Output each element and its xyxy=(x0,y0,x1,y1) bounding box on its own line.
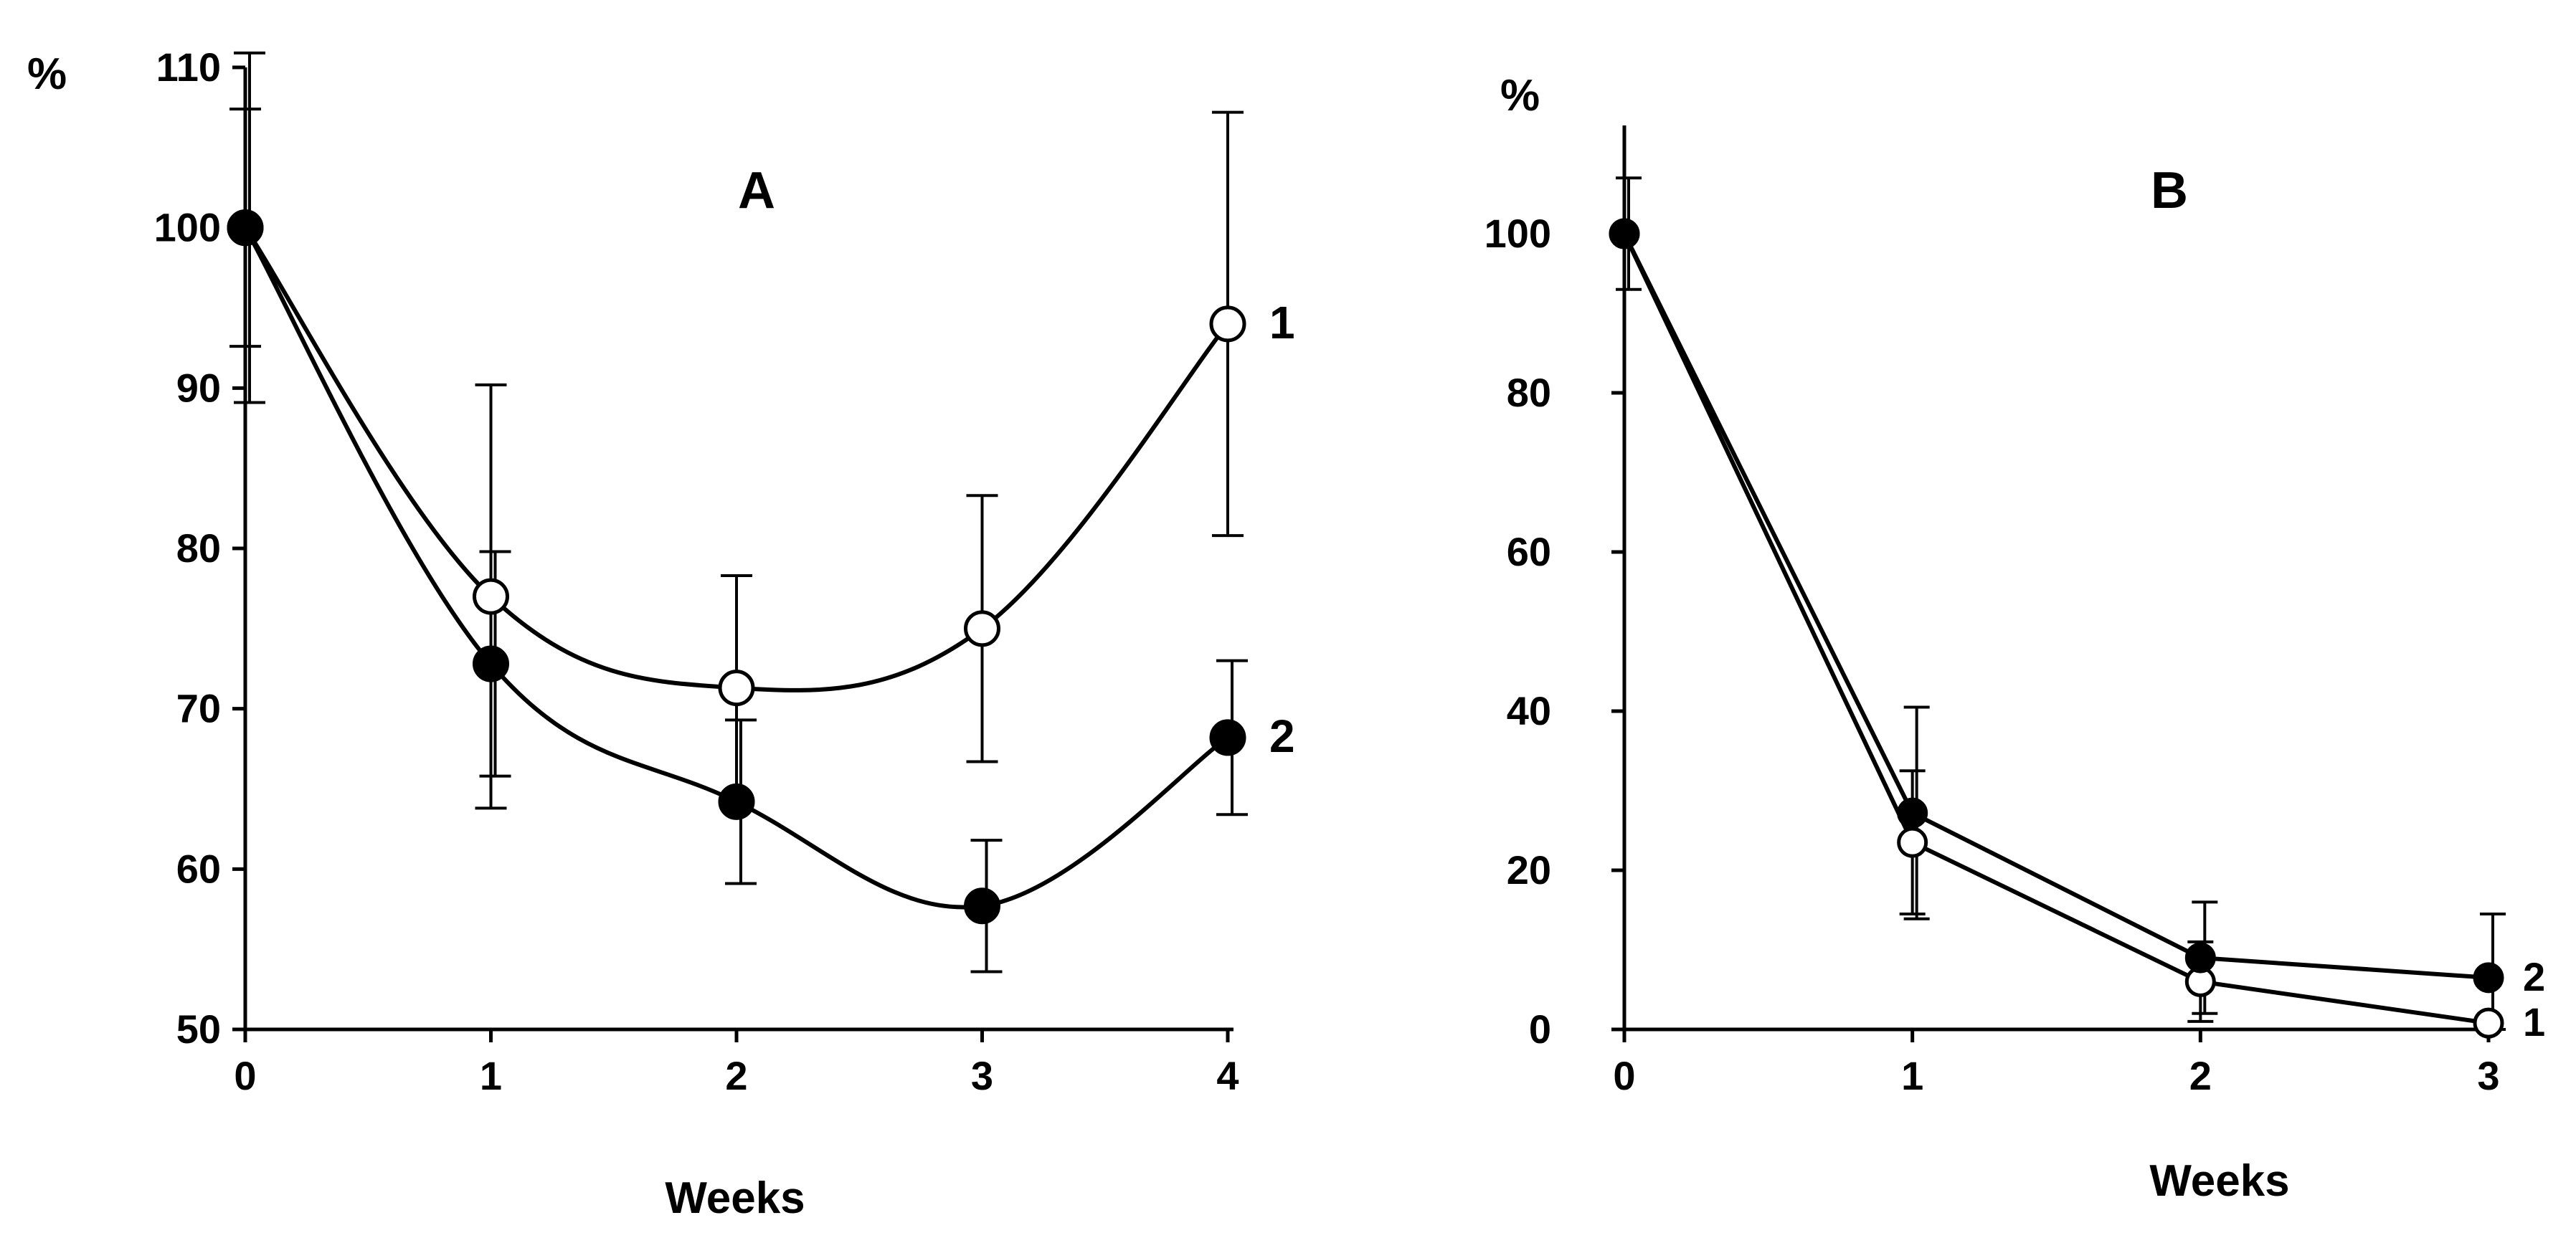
panel-a-y-tick-label: 80 xyxy=(176,525,221,571)
panel-a-x-tick-label: 1 xyxy=(480,1053,502,1098)
panel-b-series-1-point xyxy=(2473,1007,2504,1039)
panel-a-y-tick-label: 110 xyxy=(156,44,221,90)
panel-b-series-1-line xyxy=(1622,232,2489,1026)
panel-a-x-tick-label: 3 xyxy=(971,1053,993,1098)
panel-a-x-tick-label: 0 xyxy=(234,1053,256,1098)
panel-a-y-tick-label: 100 xyxy=(154,205,221,250)
panel-b-x-axis-title: Weeks xyxy=(2149,1156,2289,1206)
panel-a-y-tick-label: 70 xyxy=(176,686,221,731)
panel-b-x-tick-label: 2 xyxy=(2189,1053,2212,1098)
panel-a-letter: A xyxy=(738,162,775,219)
panel-b-series-2-point xyxy=(1609,218,1640,249)
panel-b-y-tick-label: 80 xyxy=(1507,370,1551,415)
panel-b-series-2-point xyxy=(2473,962,2504,994)
panel-b-y-tick-label: 60 xyxy=(1507,529,1551,574)
panel-a-y-tick-label: 50 xyxy=(176,1006,221,1052)
panel-a-series-2-point xyxy=(473,645,509,682)
panel-b-y-tick-label: 20 xyxy=(1507,847,1551,892)
panel-a-chart: % A Weeks 50 60 70 80 90 100 110 0 1 2 3 4 1 2 xyxy=(27,44,1295,1223)
panel-b-y-tick-label: 40 xyxy=(1507,688,1551,733)
panel-a-x-axis-title: Weeks xyxy=(665,1174,805,1223)
panel-a-series-1-point xyxy=(1209,305,1246,343)
panel-b-x-tick-label: 1 xyxy=(1901,1053,1923,1098)
panel-b-series-1-point xyxy=(1897,827,1928,858)
panel-a-x-tick-label: 4 xyxy=(1216,1053,1239,1098)
panel-b-x-tick-label: 0 xyxy=(1613,1053,1635,1098)
panel-b-series-1-label: 1 xyxy=(2523,999,2545,1044)
panel-b-y-axis-title: % xyxy=(1500,71,1540,120)
panel-b-letter: B xyxy=(2151,162,2188,219)
panel-b-y-tick-label: 100 xyxy=(1484,211,1551,256)
panel-a-series-2-label: 2 xyxy=(1269,710,1295,762)
panel-b-x-tick-label: 3 xyxy=(2477,1053,2499,1098)
panel-a-series-1-point xyxy=(964,610,1000,647)
panel-a-series-2-point xyxy=(227,209,264,247)
panel-b-series-2-label: 2 xyxy=(2523,954,2545,999)
panel-a-y-axis-title: % xyxy=(27,49,67,99)
panel-b-y-tick-label: 0 xyxy=(1529,1006,1551,1052)
panel-a-y-tick-label: 90 xyxy=(176,365,221,410)
panel-a-series-1-point xyxy=(718,670,755,707)
panel-b-series-2-point xyxy=(2184,942,2216,973)
panel-a-x-tick-label: 2 xyxy=(725,1053,747,1098)
panel-a-series-2-point xyxy=(718,783,755,820)
panel-a-series-1-point xyxy=(473,578,509,615)
panel-a-series-2-line xyxy=(243,227,1229,910)
panel-b-series-2-line xyxy=(1622,232,2489,980)
panel-a-series-2-point xyxy=(1209,719,1246,756)
panel-a-series-1-label: 1 xyxy=(1269,297,1295,348)
panel-a-series-2-point xyxy=(964,887,1000,925)
panel-b-series-2-point xyxy=(1897,797,1928,829)
panel-a-y-tick-label: 60 xyxy=(176,846,221,891)
